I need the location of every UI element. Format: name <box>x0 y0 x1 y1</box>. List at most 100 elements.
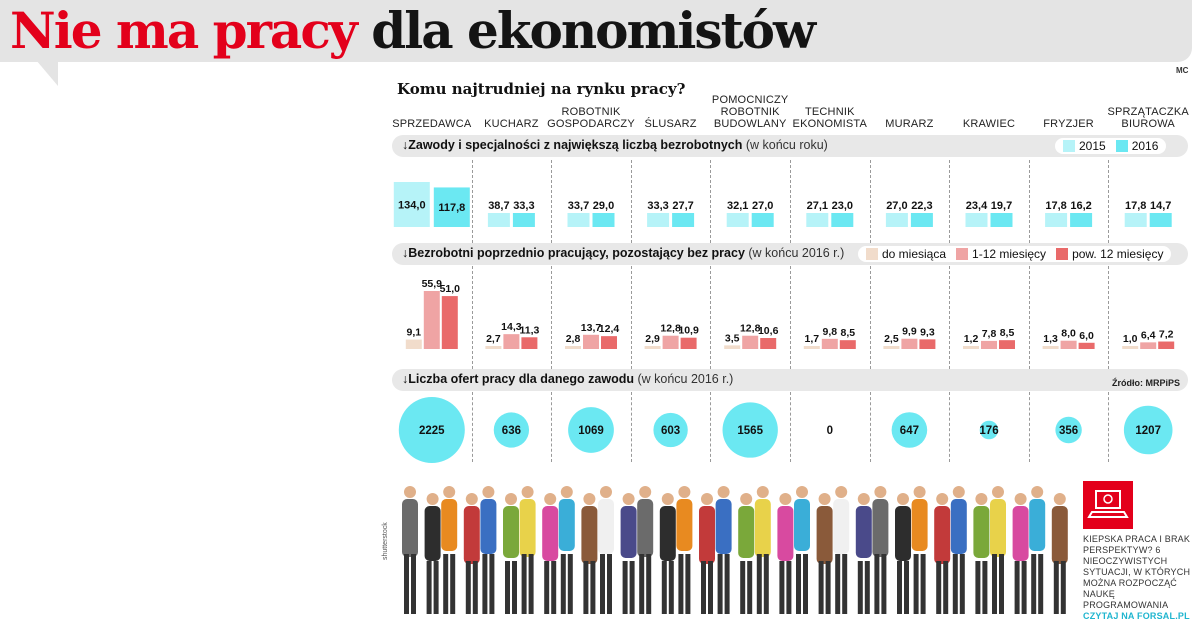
bar-value-label: 134,0 <box>398 200 426 212</box>
worker-leg <box>803 554 808 614</box>
offers-bubble <box>398 397 465 463</box>
column-header: FRYZJER <box>1043 118 1094 130</box>
worker-body <box>715 499 732 554</box>
bar-gt12m <box>839 340 856 349</box>
worker-body <box>777 506 794 561</box>
worker-leg <box>982 561 988 614</box>
worker-leg <box>756 554 762 614</box>
worker-leg <box>913 554 919 614</box>
worker-head <box>1031 486 1044 498</box>
section1-note: (w końcu roku) <box>742 138 828 152</box>
worker-body <box>934 506 951 564</box>
worker-leg <box>551 561 557 614</box>
offers-bubble <box>493 412 530 448</box>
offers-bubble <box>722 402 778 458</box>
worker-head <box>897 493 909 505</box>
column-divider <box>471 266 473 369</box>
bar-1-12m <box>901 338 918 349</box>
workers-photo <box>402 486 1068 614</box>
legend-swatch-lt1m <box>866 248 878 260</box>
bar-lt1m <box>724 345 741 349</box>
worker-head <box>874 486 887 498</box>
worker-head <box>505 493 517 505</box>
legend-1-12m: 1-12 miesięcy <box>972 247 1047 261</box>
bar-value-label: 27,0 <box>752 200 773 212</box>
bar-value-label: 14,3 <box>501 321 522 333</box>
laptop-icon[interactable] <box>1083 481 1133 529</box>
headline-red: Nie ma pracy <box>10 1 358 60</box>
offers-value-label: 1207 <box>1135 425 1161 437</box>
promo-link[interactable]: CZYTAJ NA FORSAL.PL <box>1083 611 1190 621</box>
bar-2015 <box>965 213 988 227</box>
worker-leg <box>825 561 831 614</box>
worker-figure <box>620 493 637 614</box>
bar-2015 <box>806 213 829 227</box>
offers-value-label: 1565 <box>737 425 763 437</box>
worker-figure <box>1012 493 1029 614</box>
worker-body <box>659 506 676 561</box>
bar-value-label: 16,2 <box>1070 200 1091 212</box>
column-divider <box>471 160 473 243</box>
bar-2016 <box>592 213 615 227</box>
column-divider <box>1028 266 1030 369</box>
bar-2015 <box>726 213 749 227</box>
offers-value-label: 2225 <box>419 425 445 437</box>
worker-leg <box>639 554 645 614</box>
worker-figure <box>424 493 441 614</box>
bar-value-label: 23,4 <box>966 200 988 212</box>
worker-leg <box>482 554 488 614</box>
worker-leg <box>717 554 723 614</box>
section-title-duration: ↓Bezrobotni poprzednio pracujący, pozost… <box>402 246 845 260</box>
column-divider <box>551 160 553 243</box>
bar-value-label: 9,1 <box>406 327 421 339</box>
column-divider <box>869 392 871 462</box>
chart-subtitle: Komu najtrudniej na rynku pracy? <box>397 80 686 98</box>
worker-figure <box>519 486 536 614</box>
worker-leg <box>936 561 942 614</box>
column-divider <box>790 392 791 462</box>
legend-lt1m: do miesiąca <box>882 247 947 261</box>
offers-value-label: 647 <box>900 425 919 437</box>
worker-leg <box>607 554 612 614</box>
section3-bold: Liczba ofert pracy dla danego zawodu <box>408 372 634 386</box>
bar-lt1m <box>644 345 661 349</box>
bar-value-label: 38,7 <box>488 200 509 212</box>
worker-leg <box>646 554 652 614</box>
worker-head <box>678 486 691 498</box>
bar-value-label: 9,9 <box>902 326 917 338</box>
worker-leg <box>763 554 769 614</box>
column-divider <box>869 160 871 243</box>
worker-leg <box>443 554 449 614</box>
worker-leg <box>426 561 432 614</box>
offers-value-label: 1069 <box>578 425 604 437</box>
worker-head <box>796 486 808 498</box>
bar-value-label: 55,9 <box>422 278 443 290</box>
bar-gt12m <box>760 338 777 349</box>
legend-years: 2015 2016 <box>1055 138 1167 154</box>
column-divider <box>790 160 791 243</box>
worker-leg <box>779 561 785 614</box>
bar-2016 <box>831 213 854 227</box>
worker-figure <box>990 486 1006 614</box>
worker-figure <box>816 493 833 614</box>
worker-body <box>895 506 911 561</box>
worker-head <box>1014 493 1027 505</box>
worker-leg <box>747 561 753 614</box>
worker-head <box>622 493 635 505</box>
worker-body <box>463 506 480 564</box>
worker-figure <box>402 486 418 614</box>
worker-leg <box>489 554 495 614</box>
bar-value-label: 1,7 <box>804 333 819 345</box>
bar-value-label: 11,3 <box>519 324 539 336</box>
worker-leg <box>465 561 471 614</box>
bar-value-label: 27,1 <box>807 200 828 212</box>
worker-leg <box>897 561 902 614</box>
column-divider <box>710 392 712 462</box>
offers-value-label: 176 <box>979 425 998 437</box>
worker-leg <box>629 561 635 614</box>
column-header: KRAWIEC <box>962 118 1016 130</box>
column-divider <box>630 160 632 243</box>
bar-2015 <box>487 213 510 227</box>
bar-value-label: 6,4 <box>1141 329 1156 341</box>
bar-value-label: 9,8 <box>822 326 837 338</box>
